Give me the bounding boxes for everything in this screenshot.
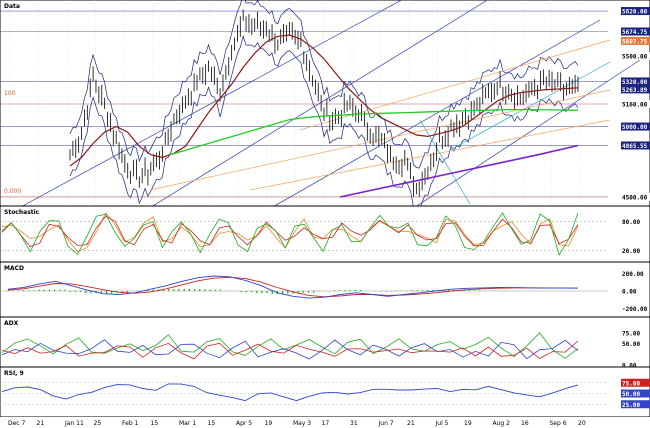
price-axis: 5820.00 5674.75 5607.75 5500.00 5320.005263.… xyxy=(621,7,650,201)
price-axis-label-bg-9 xyxy=(621,192,650,201)
date-tick-19: Sep 6 xyxy=(550,420,567,427)
date-tick-9: 19 xyxy=(265,420,273,427)
date-tick-7: 15 xyxy=(208,420,216,427)
date-tick-6: Mar 1 xyxy=(179,420,196,427)
price-axis-label-bg-2 xyxy=(621,36,650,45)
stochastic-lines xyxy=(0,212,608,257)
date-tick-10: May 3 xyxy=(293,420,311,427)
price-axis-label-bg-6 xyxy=(621,100,650,108)
macd-axis-label-0: 200.00 xyxy=(622,271,644,278)
stoch-axis-label-0: 80.00 xyxy=(622,219,640,226)
di-minus-line xyxy=(1,340,579,360)
macd-lines xyxy=(0,275,608,299)
price-axis-label-6: 5160.00 xyxy=(622,102,648,109)
macd-axis-label-1: 0.00 xyxy=(622,289,637,296)
bollinger-upper xyxy=(69,0,579,169)
fib-fan-line-1 xyxy=(249,119,611,191)
price-axis-label-bg-5 xyxy=(621,85,650,94)
date-tick-13: Jun 7 xyxy=(378,420,394,427)
adx-panel[interactable]: ADX 75.00 50.00 0.00 xyxy=(0,316,650,370)
date-tick-5: 15 xyxy=(151,420,159,427)
moving-averages xyxy=(69,34,579,198)
rsi-panel-title: RSI, 9 xyxy=(4,370,24,377)
bollinger-lower xyxy=(69,35,579,211)
price-axis-label-3: 5500.00 xyxy=(622,54,648,61)
ma-long-line xyxy=(169,108,579,156)
date-tick-14: 21 xyxy=(407,420,415,427)
adx-lines xyxy=(1,332,579,360)
adx-axis-label-0: 75.00 xyxy=(622,330,640,337)
price-axis-label-bg-7 xyxy=(621,122,650,131)
price-axis-label-bg-4 xyxy=(621,77,650,86)
price-gridlines xyxy=(0,0,608,417)
rsi-axis-label-bg-0 xyxy=(621,378,650,387)
date-tick-16: 19 xyxy=(464,420,472,427)
stoch-k-line xyxy=(1,212,579,257)
stochastic-panel[interactable]: Stochastic 80.00 20.00 xyxy=(0,205,650,263)
macd-axis: 200.00 0.00 -200.00 xyxy=(622,271,648,313)
rsi-axis-label-0: 75.00 xyxy=(622,380,640,387)
fib-label-0: 0.000 xyxy=(4,188,21,195)
rsi-axis-label-2: 25.00 xyxy=(622,402,640,409)
price-axis-label-bg-3 xyxy=(621,52,650,61)
price-axis-label-5: 5263.89 xyxy=(622,87,648,94)
macd-signal-line xyxy=(7,276,578,298)
date-tick-15: Jul 5 xyxy=(435,420,449,427)
adx-panel-title: ADX xyxy=(4,320,19,327)
price-axis-label-9: 4500.00 xyxy=(622,194,648,201)
fib-label-100: 100 xyxy=(4,90,16,97)
price-axis-label-7: 5000.00 xyxy=(622,124,648,131)
stochastic-axis: 80.00 20.00 xyxy=(622,219,640,255)
price-axis-label-bg-8 xyxy=(621,141,650,150)
price-axis-label-1: 5674.75 xyxy=(622,29,648,36)
price-axis-label-2: 5607.75 xyxy=(622,38,648,45)
di-plus-line xyxy=(1,339,579,360)
price-panel[interactable]: Data 100 0.000 5820.00 5674.75 5607.75 5500… xyxy=(0,0,650,417)
price-axis-label-8: 4865.55 xyxy=(622,143,648,150)
date-tick-8: Apr 5 xyxy=(236,420,252,427)
ma-short-line xyxy=(69,34,579,167)
channel-line-0 xyxy=(0,0,403,219)
date-tick-1: 21 xyxy=(37,420,45,427)
fib-fan-line-0 xyxy=(149,89,611,191)
rsi-series-line xyxy=(1,383,579,402)
price-panel-title: Data xyxy=(4,3,20,10)
macd-main-line xyxy=(7,275,579,299)
date-tick-4: Feb 1 xyxy=(122,420,139,427)
cyan-trendline-1 xyxy=(449,61,611,151)
rsi-axis: 75.00 50.00 25.00 xyxy=(621,378,650,409)
date-axis: Dec 7 21 Jan 11 25 Feb 1 15 Mar 1 15 Apr 5 19 May … xyxy=(0,417,650,428)
rsi-axis-label-1: 50.00 xyxy=(622,391,640,398)
stochastic-panel-title: Stochastic xyxy=(4,209,40,216)
rsi-panel[interactable]: RSI, 9 75.00 50.00 25.00 xyxy=(0,366,650,418)
date-tick-20: 20 xyxy=(578,420,586,427)
rsi-axis-label-bg-2 xyxy=(621,400,650,409)
rsi-line xyxy=(0,382,608,405)
date-tick-0: Dec 7 xyxy=(8,420,26,427)
ma-longest-line xyxy=(339,144,579,198)
price-axis-label-bg-1 xyxy=(621,27,650,36)
macd-panel-title: MACD xyxy=(4,265,24,272)
cyan-trendline-0 xyxy=(419,119,471,205)
date-tick-3: 25 xyxy=(94,420,102,427)
price-axis-label-4: 5320.00 xyxy=(622,79,648,86)
price-axis-label-0: 5820.00 xyxy=(622,9,648,16)
macd-panel[interactable]: MACD 200.00 0.00 -200.00 xyxy=(0,261,650,318)
date-tick-12: 31 xyxy=(350,420,358,427)
stoch-d-line xyxy=(1,215,579,248)
date-tick-17: Aug 2 xyxy=(493,420,511,427)
rsi-axis-label-bg-1 xyxy=(621,389,650,398)
price-bars xyxy=(69,9,579,197)
adx-axis-label-2: 0.00 xyxy=(622,363,637,370)
bollinger-bands xyxy=(69,0,579,211)
date-tick-18: 16 xyxy=(521,420,529,427)
adx-axis-label-1: 50.00 xyxy=(622,341,640,348)
price-axis-label-bg-0 xyxy=(621,7,650,16)
adx-axis: 75.00 50.00 0.00 xyxy=(622,330,640,369)
date-tick-11: 17 xyxy=(322,420,330,427)
stoch-axis-label-1: 20.00 xyxy=(622,248,640,255)
date-tick-2: Jan 11 xyxy=(64,420,84,427)
macd-axis-label-2: -200.00 xyxy=(622,306,648,313)
